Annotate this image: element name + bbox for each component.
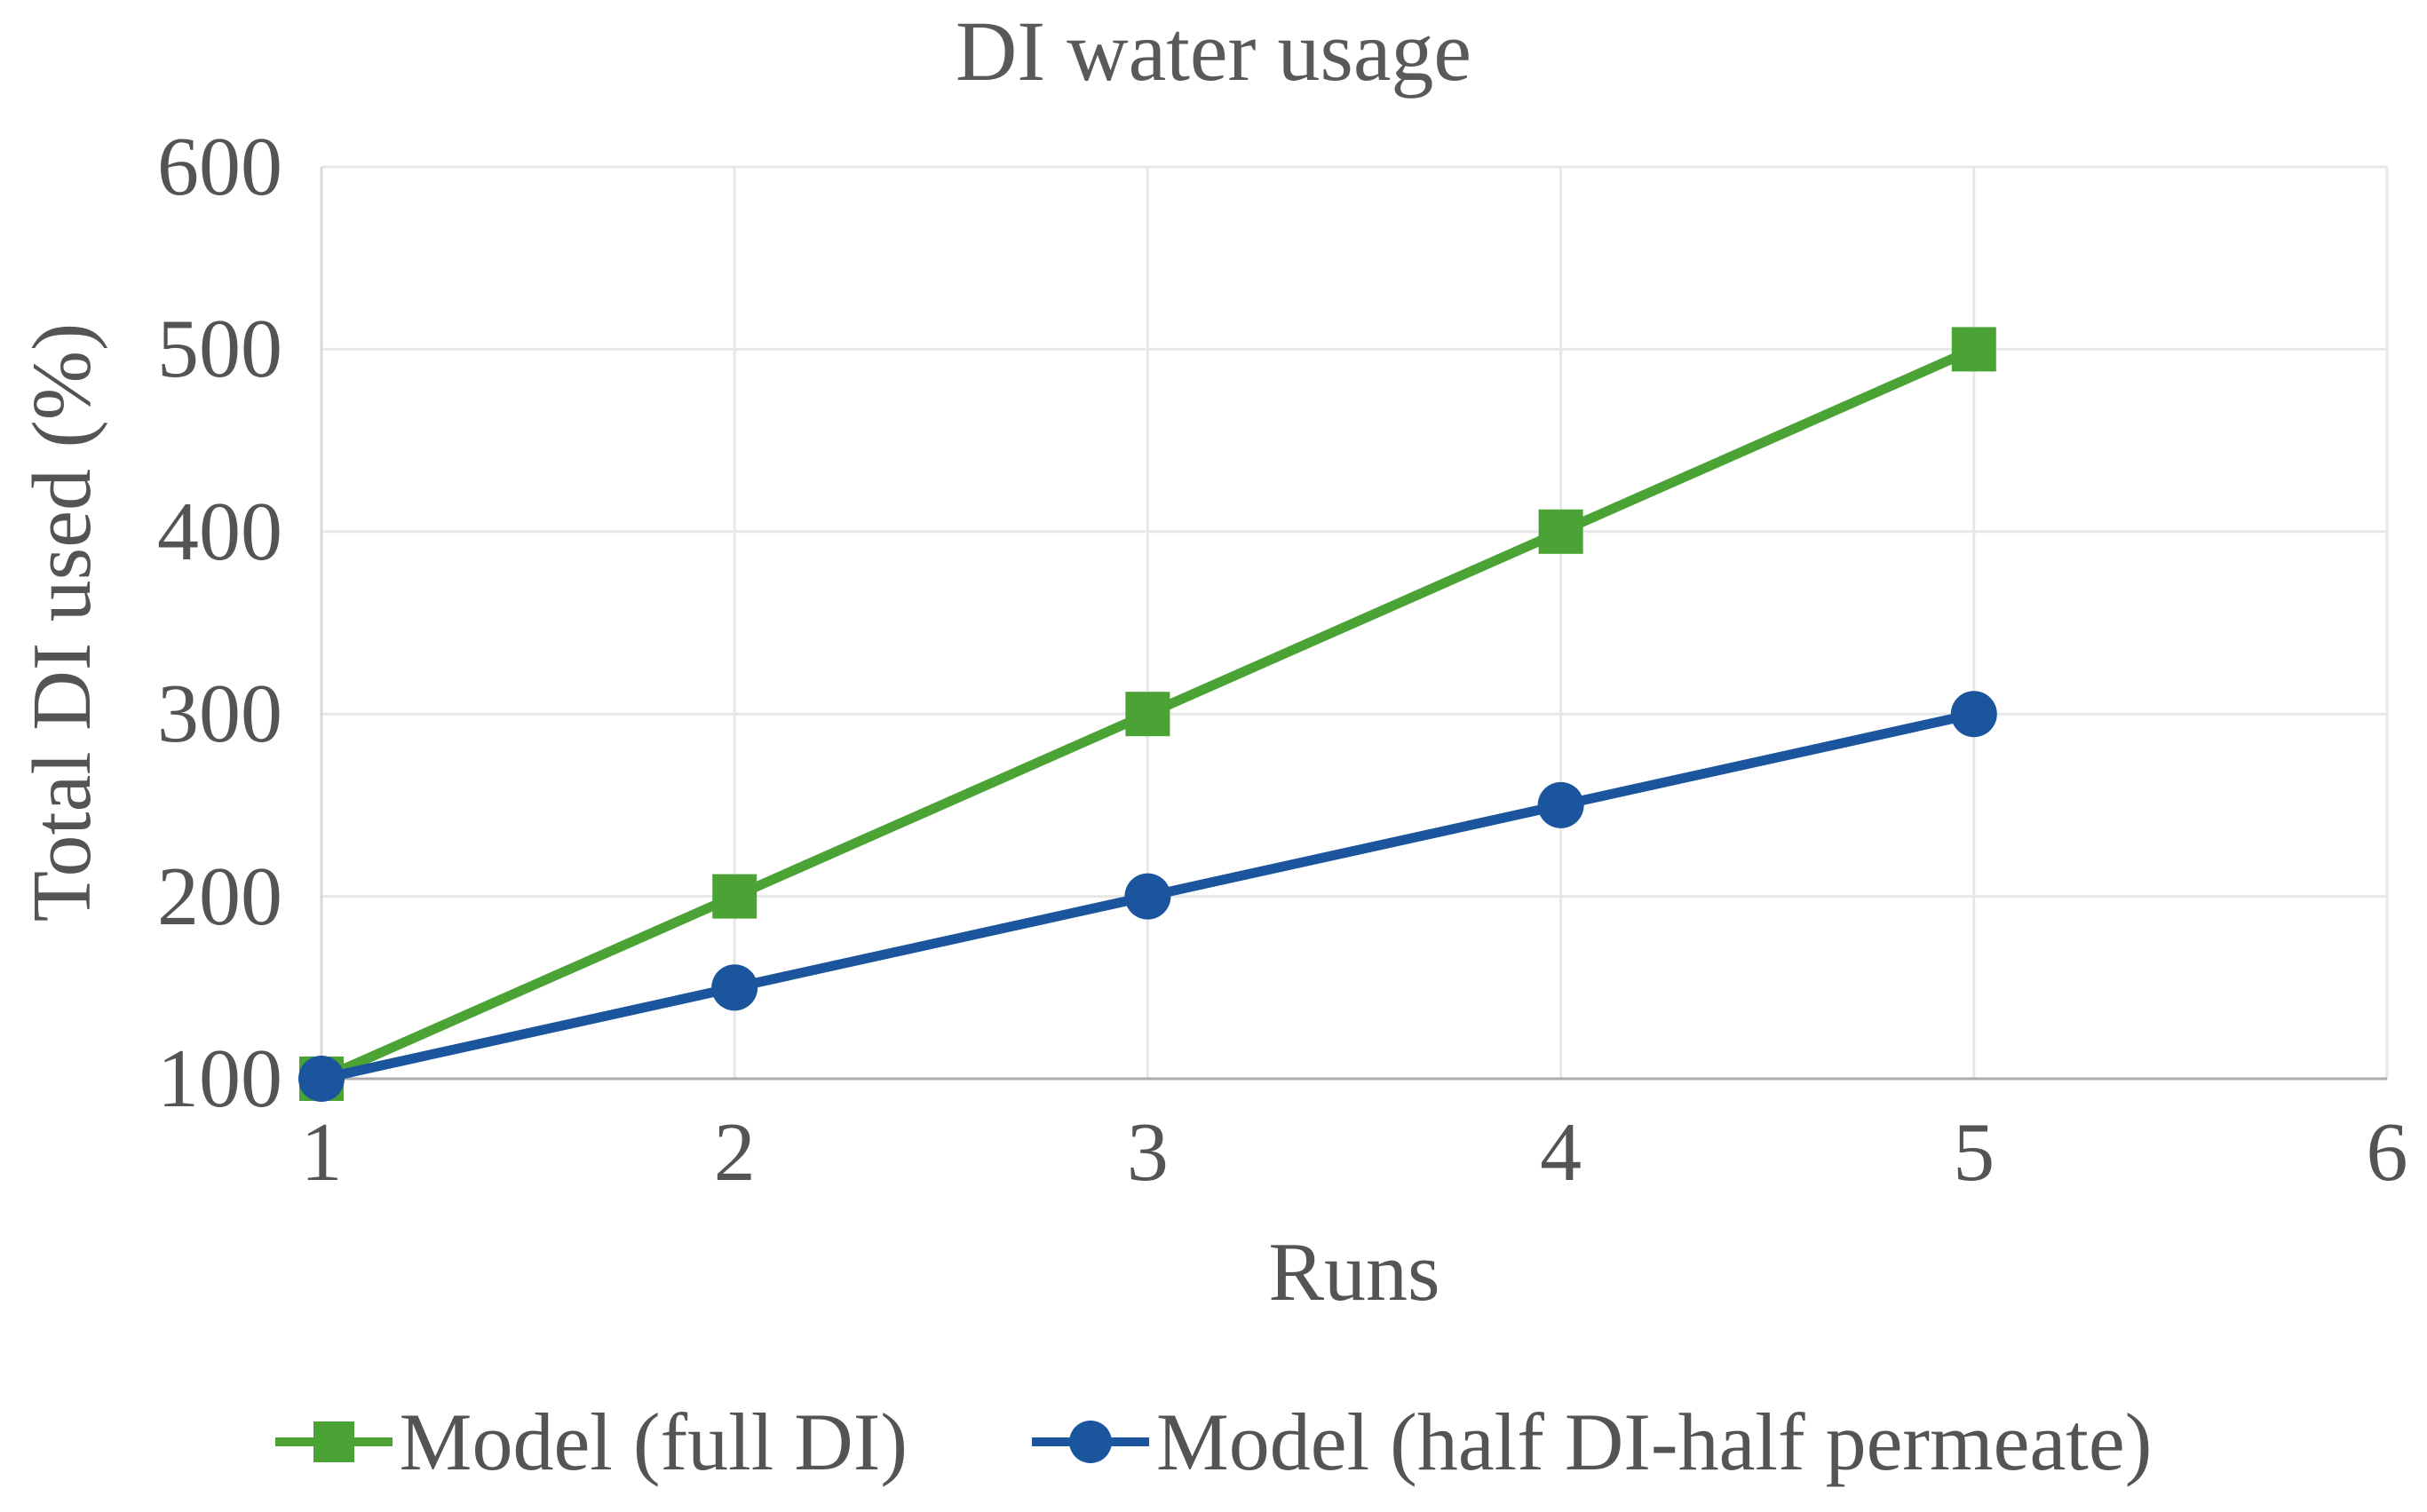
- data-point-marker: [298, 1056, 345, 1102]
- legend-label-full-di: Model (full DI): [399, 1397, 908, 1487]
- x-tick-label: 4: [1540, 1106, 1582, 1199]
- y-tick-label: 200: [157, 850, 282, 943]
- y-tick-label: 500: [157, 303, 282, 396]
- legend-item-half-di: Model (half DI-half permeate): [1031, 1393, 2153, 1491]
- data-point-marker: [1951, 327, 1996, 372]
- chart-title: DI water usage: [955, 4, 1472, 99]
- data-point-marker: [1950, 691, 1997, 738]
- legend-marker-circle-icon: [1031, 1397, 1149, 1486]
- x-axis-title: Runs: [1268, 1226, 1440, 1318]
- legend-marker-square-icon: [274, 1397, 393, 1486]
- y-tick-label: 100: [157, 1033, 282, 1125]
- data-point-marker: [1537, 781, 1584, 828]
- y-tick-label: 300: [157, 668, 282, 761]
- x-tick-label: 5: [1953, 1106, 1995, 1199]
- legend-label-half-di: Model (half DI-half permeate): [1155, 1397, 2153, 1487]
- x-tick-label: 6: [2366, 1106, 2408, 1199]
- legend-item-full-di: Model (full DI): [274, 1393, 908, 1491]
- data-point-marker: [1538, 509, 1583, 554]
- y-tick-label: 400: [157, 485, 282, 578]
- data-point-marker: [712, 874, 757, 919]
- x-tick-label: 1: [300, 1106, 343, 1199]
- data-point-marker: [711, 964, 758, 1011]
- legend: Model (full DI) Model (half DI-half perm…: [0, 1383, 2427, 1500]
- y-tick-label: 600: [157, 121, 282, 213]
- x-tick-label: 2: [713, 1106, 756, 1199]
- x-tick-label: 3: [1126, 1106, 1169, 1199]
- data-point-marker: [1124, 873, 1171, 920]
- data-point-marker: [1125, 692, 1170, 737]
